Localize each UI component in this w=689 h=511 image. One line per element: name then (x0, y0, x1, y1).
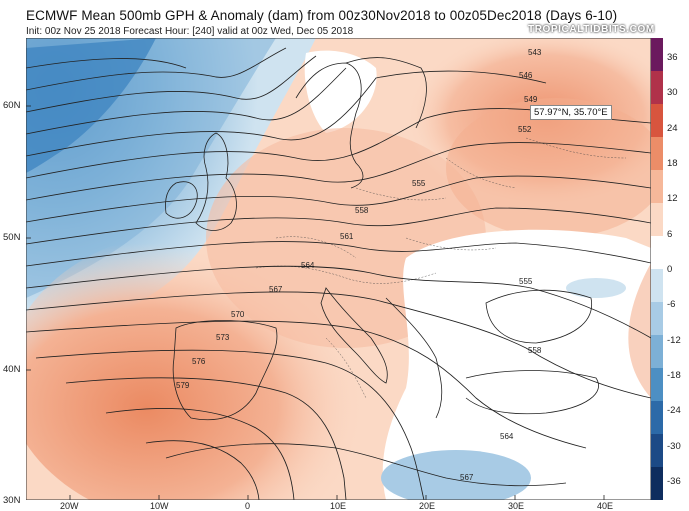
colorbar-label: 24 (667, 123, 678, 134)
anomaly-colorbar (651, 38, 663, 501)
lon-label: 20W (60, 501, 79, 511)
contour-label: 558 (528, 346, 542, 355)
contour-label: 558 (355, 206, 369, 215)
neutral-southeast (382, 229, 651, 500)
colorbar-segment (651, 302, 663, 336)
lon-label: 0 (245, 501, 251, 511)
coastlines (165, 57, 599, 487)
colorbar-label: -36 (667, 476, 681, 487)
contour-label: 567 (460, 473, 474, 482)
neutral-scandinavia (304, 50, 377, 133)
contour-label: 567 (269, 285, 283, 294)
colorbar-label: 30 (667, 87, 678, 98)
map-subtitle: Init: 00z Nov 25 2018 Forecast Hour: [24… (26, 26, 354, 37)
colorbar-label: 36 (667, 52, 678, 63)
brand-text: TROPICALTIDBITS.COM (528, 24, 655, 35)
colorbar-segment (651, 170, 663, 204)
contour-label: 564 (500, 432, 514, 441)
colorbar-label: -12 (667, 335, 681, 346)
lon-label: 40E (597, 501, 614, 511)
colorbar-segment (651, 368, 663, 402)
colorbar-label: 6 (667, 229, 673, 240)
colorbar-segment (651, 137, 663, 171)
warm-anomaly-russia-core (446, 98, 651, 238)
colorbar-label: 0 (667, 264, 673, 275)
colorbar-label: 18 (667, 158, 678, 169)
lat-label: 40N (3, 364, 21, 375)
colorbar-segment (651, 467, 663, 501)
contour-label: 564 (301, 261, 315, 270)
lat-label: 50N (3, 232, 21, 243)
cool-anomaly-blacksea (566, 278, 626, 298)
gph-contours (26, 47, 651, 500)
lat-label: 30N (3, 495, 21, 506)
colorbar-segment (651, 269, 663, 303)
colorbar-segment (651, 401, 663, 435)
lat-label: 60N (3, 100, 21, 111)
colorbar-segment (651, 104, 663, 138)
contour-label: 579 (176, 381, 190, 390)
brand-logo: TROPICALTIDBITS.COM (528, 24, 655, 37)
colorbar-segment (651, 335, 663, 369)
contour-label: 576 (192, 357, 206, 366)
colorbar-segment (651, 38, 663, 72)
contour-labels: 543 546 549 552 555 558 561 564 567 570 … (176, 48, 542, 482)
colorbar-segment (651, 434, 663, 468)
contour-label: 555 (519, 277, 533, 286)
colorbar-label: -18 (667, 370, 681, 381)
colorbar-label: -24 (667, 405, 681, 416)
cold-anomaly-deep (26, 38, 156, 173)
colorbar-label: -30 (667, 441, 681, 452)
map-title: ECMWF Mean 500mb GPH & Anomaly (dam) fro… (26, 8, 618, 23)
contour-label: 570 (231, 310, 245, 319)
colorbar-segment (651, 236, 663, 270)
cool-anomaly-mediterranean (381, 450, 531, 500)
contour-label: 543 (528, 48, 542, 57)
cursor-coordinates: 57.97°N, 35.70°E (530, 105, 612, 120)
contour-label: 549 (524, 95, 538, 104)
lon-label: 20E (419, 501, 436, 511)
lon-label: 10E (330, 501, 347, 511)
colorbar-label: -6 (667, 299, 676, 310)
lon-label: 30E (508, 501, 525, 511)
lon-label: 10W (150, 501, 169, 511)
colorbar-segment (651, 71, 663, 105)
contour-label: 555 (412, 179, 426, 188)
axis-ticks (26, 105, 605, 500)
warm-anomaly-caspian (628, 263, 651, 398)
contour-label: 573 (216, 333, 230, 342)
colorbar-label: 12 (667, 193, 678, 204)
contour-label: 561 (340, 232, 354, 241)
contour-label: 546 (519, 71, 533, 80)
contour-label: 552 (518, 125, 532, 134)
colorbar-segment (651, 203, 663, 237)
